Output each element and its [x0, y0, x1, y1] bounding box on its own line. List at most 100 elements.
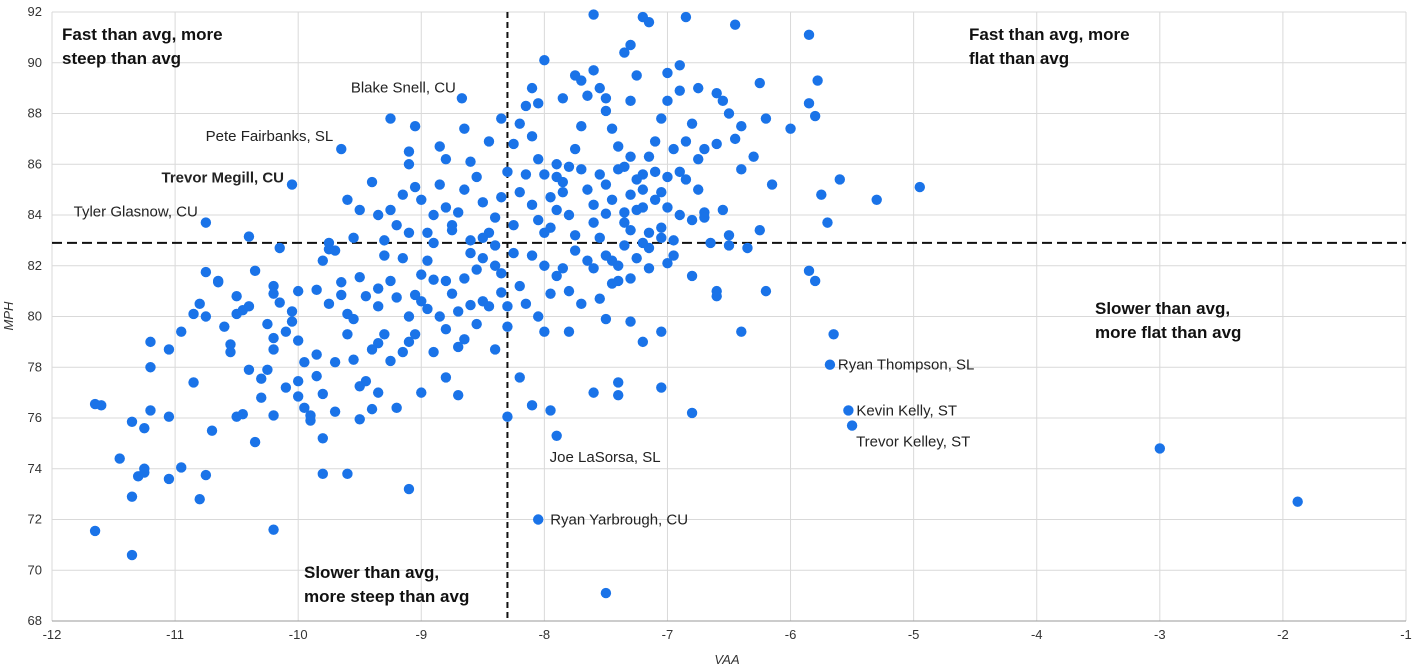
- data-point: [508, 138, 519, 150]
- x-tick-label: -1: [1400, 627, 1412, 642]
- data-point: [600, 179, 612, 190]
- data-point: [471, 264, 482, 275]
- data-point: [366, 176, 378, 188]
- data-point: [871, 194, 882, 205]
- data-point: [391, 402, 402, 414]
- data-point: [416, 194, 427, 205]
- data-point: [637, 184, 649, 195]
- data-point: [533, 214, 544, 226]
- data-point: [576, 164, 587, 175]
- data-point: [693, 184, 704, 195]
- data-point: [625, 151, 636, 162]
- data-point: [372, 301, 384, 312]
- point-annotation: Ryan Thompson, SL: [838, 357, 974, 374]
- data-point: [342, 329, 353, 340]
- data-point: [422, 255, 433, 266]
- data-point: [809, 110, 821, 122]
- data-point: [336, 277, 347, 288]
- data-point: [440, 372, 452, 383]
- data-point: [274, 297, 285, 308]
- data-point: [200, 217, 212, 228]
- data-point: [459, 273, 470, 284]
- data-point: [742, 242, 753, 254]
- data-point: [539, 260, 550, 271]
- data-point: [625, 95, 636, 107]
- data-point: [502, 166, 513, 178]
- data-point: [631, 70, 642, 81]
- x-tick-label: -3: [1154, 627, 1166, 642]
- data-point: [729, 133, 741, 145]
- data-point: [1154, 443, 1166, 454]
- data-point: [533, 311, 544, 322]
- data-point: [299, 356, 310, 368]
- data-point: [674, 209, 685, 221]
- data-point: [914, 181, 925, 193]
- data-point: [453, 306, 464, 317]
- data-point: [594, 169, 605, 180]
- data-point: [139, 467, 150, 478]
- data-point: [533, 514, 544, 525]
- data-point: [545, 405, 556, 416]
- data-point: [403, 483, 415, 495]
- data-point: [539, 55, 550, 66]
- data-point: [846, 420, 858, 431]
- data-point: [409, 120, 421, 132]
- data-point: [822, 217, 833, 228]
- data-point: [766, 179, 778, 190]
- data-point: [145, 405, 156, 416]
- data-point: [434, 311, 445, 322]
- data-point: [379, 329, 390, 340]
- data-point: [748, 151, 759, 162]
- data-point: [520, 298, 532, 310]
- data-point: [126, 416, 138, 428]
- data-point: [514, 372, 525, 383]
- data-point: [809, 275, 821, 287]
- y-tick-label: 68: [28, 613, 42, 628]
- data-point: [649, 136, 661, 147]
- data-point: [397, 252, 409, 264]
- data-point: [508, 219, 519, 231]
- data-point: [816, 189, 827, 200]
- data-point: [812, 75, 823, 86]
- point-annotation: Blake Snell, CU: [351, 79, 456, 96]
- y-tick-label: 82: [28, 258, 42, 273]
- data-point: [600, 250, 612, 261]
- data-point: [456, 93, 468, 104]
- data-point: [292, 376, 304, 387]
- data-point: [200, 266, 212, 278]
- x-tick-label: -4: [1031, 627, 1043, 642]
- data-point: [539, 169, 550, 180]
- data-point: [194, 298, 205, 310]
- data-point: [594, 82, 605, 94]
- data-point: [594, 232, 605, 244]
- data-point: [600, 105, 612, 117]
- data-point: [600, 313, 612, 325]
- data-point: [526, 250, 538, 261]
- y-tick-label: 90: [28, 55, 42, 70]
- data-point: [225, 339, 236, 350]
- data-point: [268, 332, 279, 344]
- data-point: [674, 166, 685, 178]
- data-point: [803, 29, 815, 41]
- data-point: [557, 93, 569, 104]
- data-point: [693, 82, 704, 94]
- data-point: [348, 354, 359, 365]
- data-point: [711, 285, 722, 297]
- data-point: [428, 346, 439, 358]
- data-point: [594, 293, 605, 304]
- data-point: [514, 186, 525, 198]
- data-point: [502, 321, 513, 332]
- data-point: [434, 179, 445, 190]
- y-tick-label: 88: [28, 106, 42, 121]
- data-point: [372, 387, 384, 398]
- data-point: [606, 194, 618, 205]
- data-point: [403, 159, 415, 170]
- data-point: [723, 108, 735, 119]
- data-point: [428, 237, 439, 249]
- data-point: [176, 326, 187, 337]
- data-point: [736, 326, 747, 337]
- data-point: [686, 270, 698, 282]
- data-point: [533, 153, 544, 165]
- data-point: [163, 344, 175, 355]
- data-point: [489, 344, 501, 355]
